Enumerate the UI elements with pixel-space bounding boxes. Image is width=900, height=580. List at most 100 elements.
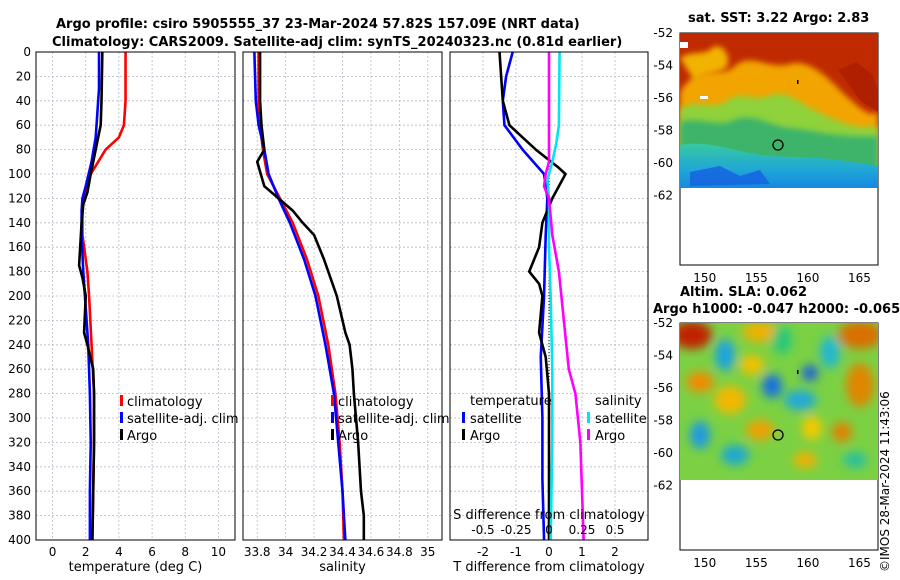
y-tick-label: 100 — [8, 167, 31, 181]
map-x-tick-label: 160 — [796, 271, 819, 285]
map-x-tick-label: 155 — [745, 271, 768, 285]
sla-map: Altim. SLA: 0.062 Argo h1000: -0.047 h20… — [653, 285, 900, 570]
legend-label: satellite — [470, 412, 522, 427]
legend-label: Argo — [338, 429, 368, 444]
map-y-tick-label: -56 — [653, 381, 673, 395]
map-y-tick-label: -60 — [653, 156, 673, 170]
x-tick-label-top: -0.5 — [471, 523, 494, 537]
series-line-temperature-argo — [498, 51, 567, 540]
y-tick-label: 80 — [16, 143, 31, 157]
legend-label: Argo — [470, 429, 500, 444]
x-tick-label-top: -0.25 — [500, 523, 531, 537]
chart-subtitle: Climatology: CARS2009. Satellite-adj cli… — [52, 35, 622, 50]
legend-swatch — [587, 429, 590, 440]
x-tick-label: 4 — [115, 545, 123, 559]
x-tick-label: 6 — [148, 545, 156, 559]
sla-map-title: Altim. SLA: 0.062 — [680, 285, 807, 300]
series-line-argo — [255, 52, 366, 540]
y-tick-label: 0 — [23, 45, 31, 59]
series-line-argo — [77, 51, 104, 541]
x-tick-label-top: 0 — [545, 523, 553, 537]
legend-title-salinity: salinity — [595, 394, 642, 409]
series-line-satellite-adj-clim — [253, 51, 347, 541]
legend-swatch — [331, 429, 334, 440]
map-y-tick-label: -54 — [653, 349, 673, 363]
x-tick-label: 34.2 — [301, 545, 328, 559]
timestamp-stamp: ©IMOS 28-Mar-2024 11:43:06 — [878, 391, 892, 572]
map-y-tick-label: -62 — [653, 189, 673, 203]
x-tick-label-top: 0.25 — [569, 523, 596, 537]
x-tick-label: 34.8 — [386, 545, 413, 559]
plot-frame — [242, 51, 443, 541]
legend-title-temperature: temperature — [470, 394, 552, 409]
x-tick-label-top: 0.5 — [605, 523, 624, 537]
y-tick-label: 340 — [8, 460, 31, 474]
x-axis-label-top: S difference from climatology — [453, 508, 645, 523]
legend-label: climatology — [127, 395, 203, 410]
sst-map-title: sat. SST: 3.22 Argo: 2.83 — [688, 11, 869, 26]
y-tick-label: 220 — [8, 313, 31, 327]
y-tick-label: 140 — [8, 216, 31, 230]
legend-swatch — [587, 412, 590, 423]
x-tick-label: 8 — [181, 545, 189, 559]
y-tick-label: 20 — [16, 69, 31, 83]
map-y-tick-label: -58 — [653, 414, 673, 428]
legend-swatch — [331, 412, 334, 423]
x-tick-label: 10 — [211, 545, 226, 559]
y-tick-label: 200 — [8, 289, 31, 303]
sla-field — [680, 323, 878, 480]
y-tick-label: 400 — [8, 533, 31, 547]
legend-label: satellite-adj. clim — [338, 412, 450, 427]
plot-frame — [449, 51, 649, 541]
difference-panel: -2 -1 0 1 2T difference from climatology S di… — [449, 51, 649, 575]
map-y-tick-label: -52 — [653, 26, 673, 40]
x-tick-label: 1 — [578, 545, 586, 559]
sla-argo-marker — [772, 429, 784, 441]
map-x-tick-label: 165 — [848, 556, 871, 570]
x-tick-label: 2 — [611, 545, 619, 559]
x-tick-label: -2 — [477, 545, 489, 559]
map-y-tick-label: -58 — [653, 124, 673, 138]
map-x-tick-label: 165 — [848, 271, 871, 285]
legend-swatch — [120, 412, 123, 423]
map-x-tick-label: 155 — [745, 556, 768, 570]
y-tick-label: 280 — [8, 387, 31, 401]
legend-swatch — [120, 395, 123, 406]
x-tick-label: -1 — [510, 545, 522, 559]
chart-title: Argo profile: csiro 5905555_37 23-Mar-20… — [56, 17, 580, 32]
x-axis-label: salinity — [319, 560, 366, 575]
y-tick-label: 240 — [8, 338, 31, 352]
legend-label: satellite — [595, 412, 647, 427]
legend-label: Argo — [595, 429, 625, 444]
temperature-panel: 0 2 4 6 8 10 temperature (deg C) climatology sat… — [35, 51, 239, 575]
legend-swatch — [120, 429, 123, 440]
legend-label: climatology — [338, 395, 414, 410]
x-axis-label: temperature (deg C) — [69, 560, 203, 575]
map-x-tick-label: 160 — [796, 556, 819, 570]
y-tick-label: 40 — [16, 94, 31, 108]
legend-swatch — [462, 429, 465, 440]
x-tick-label: 34.6 — [358, 545, 385, 559]
x-tick-label: 2 — [82, 545, 90, 559]
series-line-salinity-argo — [542, 52, 585, 541]
x-tick-label: 34.4 — [329, 545, 356, 559]
y-tick-label: 300 — [8, 411, 31, 425]
sst-field — [680, 33, 878, 188]
x-tick-label: 34 — [278, 545, 293, 559]
salinity-panel: 33.8 34 34.2 34.4 34.6 34.8 35 salinity climatol… — [242, 51, 450, 575]
y-tick-label: 320 — [8, 435, 31, 449]
legend-swatch — [331, 395, 334, 406]
x-tick-label: 33.8 — [244, 545, 271, 559]
y-tick-label: 360 — [8, 484, 31, 498]
plot-frame — [35, 51, 236, 541]
map-y-tick-label: -54 — [653, 59, 673, 73]
x-tick-label: 35 — [420, 545, 435, 559]
y-tick-label: 120 — [8, 191, 31, 205]
x-tick-label: 0 — [545, 545, 553, 559]
y-tick-label: 380 — [8, 509, 31, 523]
map-y-tick-label: -62 — [653, 479, 673, 493]
map-x-tick-label: 150 — [693, 271, 716, 285]
y-tick-label: 160 — [8, 240, 31, 254]
y-tick-label: 260 — [8, 362, 31, 376]
